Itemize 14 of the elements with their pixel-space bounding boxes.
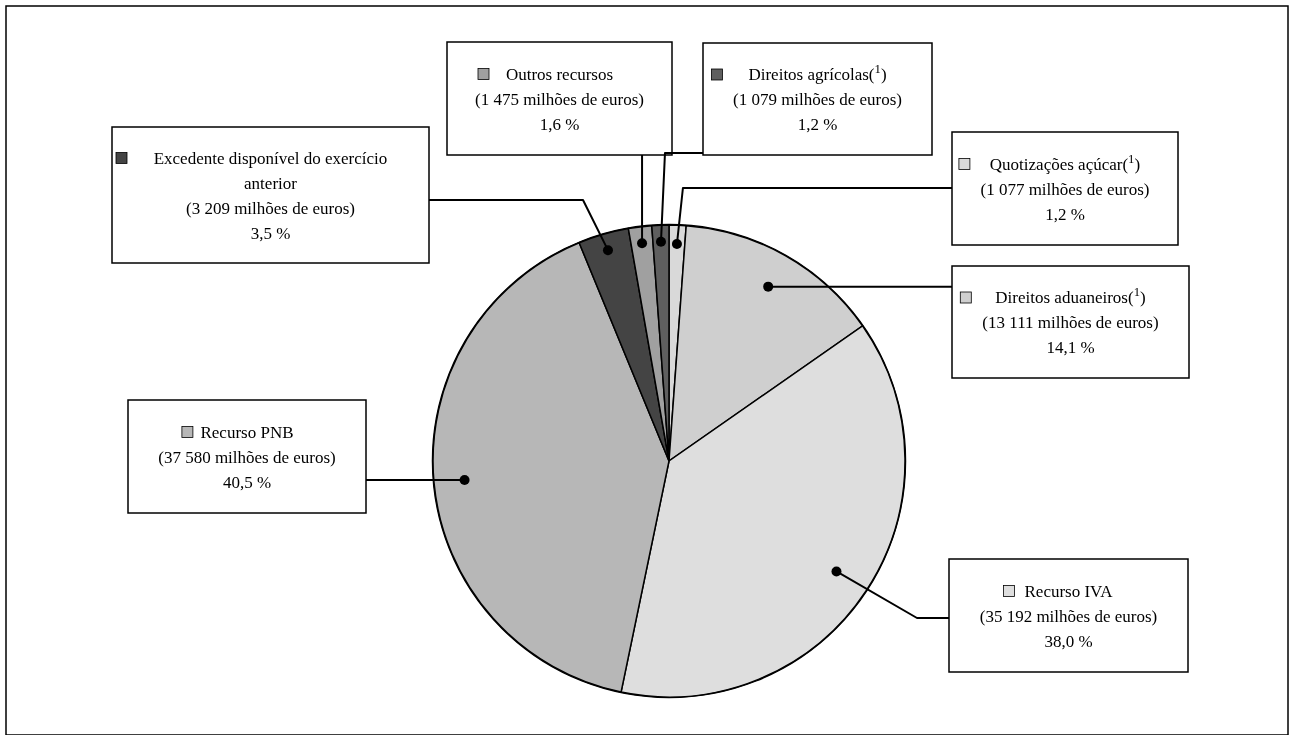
data-label: (35 192 milhões de euros) 38,0 % (979, 606, 1158, 651)
legend-label: Recurso IVA (1024, 581, 1114, 601)
legend-label: Direitos aduaneiros($^{1}$) (995, 285, 1146, 307)
legend-label: Quotizações açúcar($^{1}$) (989, 151, 1141, 174)
data-label: (3 209 milhões de euros) 3,5 % (185, 198, 356, 243)
legend-label: Direitos agrícolas($^{1}$) (748, 62, 887, 84)
legend-label: Recurso PNB (200, 422, 294, 442)
legend-label: Excedente disponível do exercício anterior (153, 148, 388, 193)
data-label: (13 111 milhões de euros) 14,1 % (982, 313, 1159, 357)
data-label: (37 580 milhões de euros) 40,5 % (158, 447, 336, 492)
legend-label: Outros recursos (505, 64, 614, 84)
data-label: (1 475 milhões de euros) 1,6 % (474, 89, 645, 134)
data-label: (1 077 milhões de euros) 1,2 % (980, 179, 1150, 224)
data-label: (1 079 milhões de euros) 1,2 % (732, 90, 903, 134)
